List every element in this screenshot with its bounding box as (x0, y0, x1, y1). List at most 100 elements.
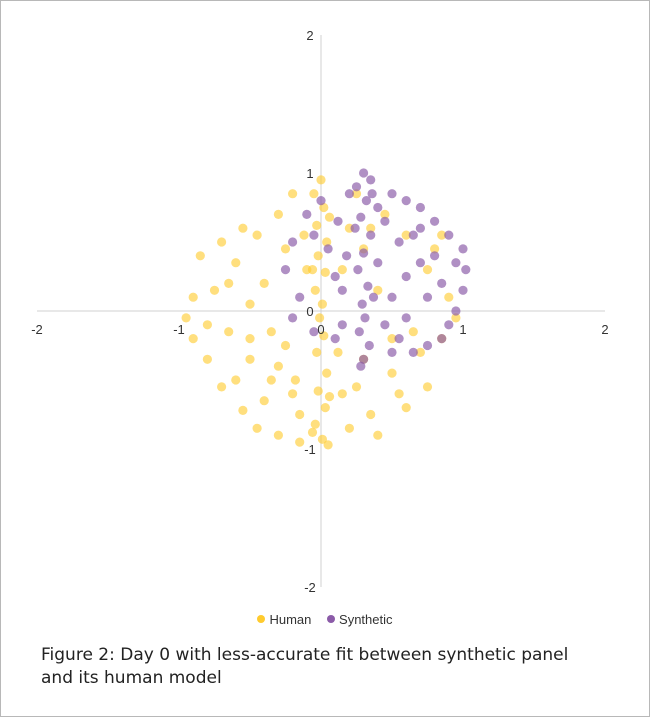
point-human-17 (323, 440, 333, 450)
point-synthetic-14 (356, 361, 366, 371)
x-tick-label: -1 (173, 322, 185, 337)
point-human-6 (320, 267, 330, 277)
point-synthetic-17 (368, 292, 379, 302)
legend-item-human: Human (257, 612, 311, 627)
point-synthetic-48 (394, 237, 404, 247)
point-human-63 (422, 265, 433, 275)
y-tick-label: 2 (306, 28, 313, 43)
point-human-57 (245, 334, 255, 344)
point-human-25 (188, 334, 198, 344)
x-tick-label: 2 (601, 322, 608, 337)
point-synthetic-60 (330, 271, 340, 282)
point-synthetic-1 (366, 175, 376, 185)
point-human-15 (310, 419, 320, 429)
point-human-67 (337, 389, 347, 399)
tick-labels: -2 -1 0 1 2 2 1 0 -1 -2 (31, 28, 608, 595)
legend: Human Synthetic (1, 611, 649, 627)
point-human-79 (373, 430, 383, 440)
point-synthetic-49 (380, 216, 390, 226)
point-human-59 (387, 368, 397, 378)
point-synthetic-62 (373, 202, 383, 213)
point-human-44 (245, 299, 255, 309)
point-human-35 (224, 327, 234, 337)
point-synthetic-23 (288, 313, 298, 323)
point-synthetic-5 (366, 230, 376, 240)
point-human-30 (273, 430, 283, 440)
point-human-78 (351, 382, 362, 392)
y-tick-label: 1 (306, 166, 313, 181)
point-synthetic-27 (323, 244, 333, 254)
point-human-65 (380, 209, 390, 219)
point-human-52 (202, 320, 212, 330)
point-synthetic-61 (451, 258, 461, 268)
point-synthetic-36 (461, 265, 471, 275)
point-human-69 (366, 409, 376, 420)
point-human-34 (245, 354, 255, 364)
point-human-31 (295, 437, 305, 447)
point-synthetic-37 (458, 285, 468, 295)
point-human-39 (273, 209, 283, 219)
point-human-12 (322, 368, 332, 378)
point-human-0 (316, 175, 326, 185)
point-synthetic-12 (364, 340, 374, 351)
point-synthetic-20 (288, 237, 298, 247)
point-synthetic-10 (360, 313, 370, 323)
axes (37, 35, 605, 587)
point-synthetic-11 (354, 327, 364, 337)
point-human-43 (259, 278, 269, 288)
point-human-85 (333, 347, 343, 357)
point-synthetic-18 (316, 196, 326, 206)
point-synthetic-4 (356, 212, 366, 222)
point-human-66 (351, 189, 362, 199)
point-human-27 (217, 382, 227, 392)
point-human-5 (313, 251, 323, 261)
point-synthetic-51 (408, 230, 418, 240)
point-human-14 (320, 403, 330, 413)
point-human-76 (430, 244, 440, 254)
point-human-45 (280, 340, 291, 351)
x-tick-label: 0 (317, 322, 324, 337)
point-human-19 (324, 392, 335, 402)
point-synthetic-38 (451, 306, 461, 316)
point-human-50 (302, 265, 312, 275)
point-synthetic-40 (437, 334, 447, 344)
point-synthetic-54 (373, 258, 383, 268)
point-human-46 (266, 327, 276, 337)
point-human-21 (324, 212, 335, 222)
point-human-38 (252, 230, 262, 240)
point-synthetic-6 (359, 248, 369, 258)
point-synthetic-33 (430, 216, 440, 226)
point-synthetic-53 (437, 278, 447, 288)
point-human-42 (217, 237, 227, 247)
point-synthetic-3 (361, 196, 371, 206)
point-human-18 (307, 427, 318, 437)
point-human-1 (309, 189, 319, 199)
point-synthetic-59 (309, 230, 319, 240)
point-synthetic-55 (387, 347, 397, 357)
y-tick-label: -2 (304, 580, 316, 595)
point-synthetic-7 (353, 265, 363, 275)
point-synthetic-50 (430, 251, 440, 261)
point-human-53 (224, 278, 234, 288)
point-synthetic-56 (401, 313, 411, 323)
point-synthetic-41 (422, 340, 433, 351)
point-synthetic-44 (380, 320, 390, 330)
point-synthetic-29 (342, 251, 352, 261)
series-synthetic (280, 168, 471, 371)
point-synthetic-35 (458, 244, 468, 254)
point-human-81 (422, 382, 433, 392)
point-synthetic-0 (359, 168, 369, 178)
point-synthetic-34 (444, 230, 454, 240)
point-human-77 (387, 334, 397, 344)
point-human-7 (310, 285, 320, 295)
point-synthetic-25 (330, 334, 340, 344)
point-human-74 (337, 265, 347, 275)
point-synthetic-21 (280, 265, 291, 275)
point-human-75 (451, 313, 461, 323)
y-tick-label: -1 (304, 442, 316, 457)
point-human-2 (319, 202, 329, 213)
point-synthetic-63 (337, 320, 347, 330)
legend-label-human: Human (269, 611, 312, 627)
point-synthetic-19 (302, 209, 312, 219)
